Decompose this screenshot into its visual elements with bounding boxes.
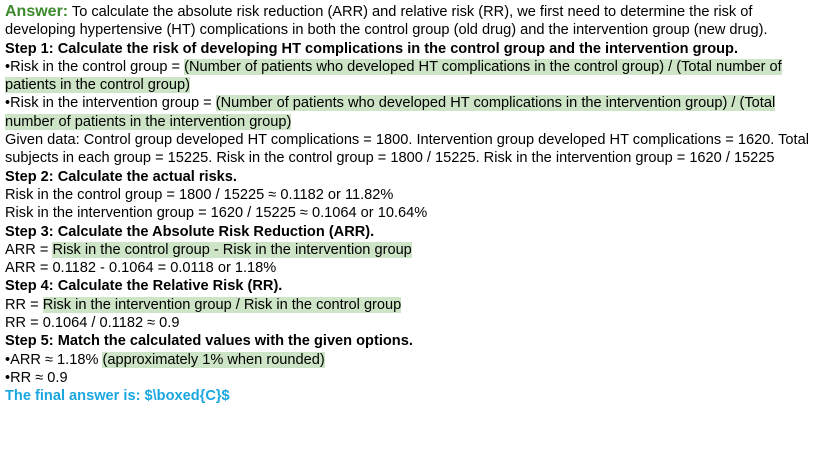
step-4-rr-result: RR = 0.1064 / 0.1182 ≈ 0.9 xyxy=(5,315,180,332)
step-3-heading: Step 3: Calculate the Absolute Risk Redu… xyxy=(5,223,375,240)
step-2-intervention-risk: Risk in the intervention group = 1620 / … xyxy=(5,205,428,222)
step-3-arr-formula: ARR = Risk in the control group - Risk i… xyxy=(5,241,811,259)
control-risk-prefix: •Risk in the control group = xyxy=(5,58,185,75)
intro-text: To calculate the absolute risk reduction… xyxy=(5,4,768,39)
step-1-intervention-risk: •Risk in the intervention group = (Numbe… xyxy=(5,94,811,131)
final-answer: The final answer is: $\boxed{C}$ xyxy=(5,388,230,405)
step-3-arr-result: ARR = 0.1182 - 0.1064 = 0.0118 or 1.18% xyxy=(5,260,277,277)
answer-label: Answer: xyxy=(5,3,69,20)
intervention-risk-prefix: •Risk in the intervention group = xyxy=(5,95,216,112)
arr-formula-highlight: Risk in the control group - Risk in the … xyxy=(52,241,412,258)
step-1-given-data: Given data: Control group developed HT c… xyxy=(5,132,809,167)
step-4-rr-formula: RR = Risk in the intervention group / Ri… xyxy=(5,296,811,314)
step-2-control-risk: Risk in the control group = 1800 / 15225… xyxy=(5,186,394,203)
arr-value: •ARR ≈ 1.18% xyxy=(5,351,103,368)
step-5-rr: •RR ≈ 0.9 xyxy=(5,369,68,386)
step-5-arr: •ARR ≈ 1.18% (approximately 1% when roun… xyxy=(5,351,811,369)
rr-formula-prefix: RR = xyxy=(5,296,43,313)
step-2-heading: Step 2: Calculate the actual risks. xyxy=(5,168,237,185)
arr-formula-prefix: ARR = xyxy=(5,241,53,258)
intro-paragraph: Answer: To calculate the absolute risk r… xyxy=(5,3,811,40)
arr-rounded-note-highlight: (approximately 1% when rounded) xyxy=(102,351,325,368)
step-5-heading: Step 5: Match the calculated values with… xyxy=(5,333,413,350)
rr-formula-highlight: Risk in the intervention group / Risk in… xyxy=(42,296,402,313)
step-4-heading: Step 4: Calculate the Relative Risk (RR)… xyxy=(5,278,283,295)
step-1-control-risk: •Risk in the control group = (Number of … xyxy=(5,58,811,95)
step-1-heading: Step 1: Calculate the risk of developing… xyxy=(5,40,738,57)
